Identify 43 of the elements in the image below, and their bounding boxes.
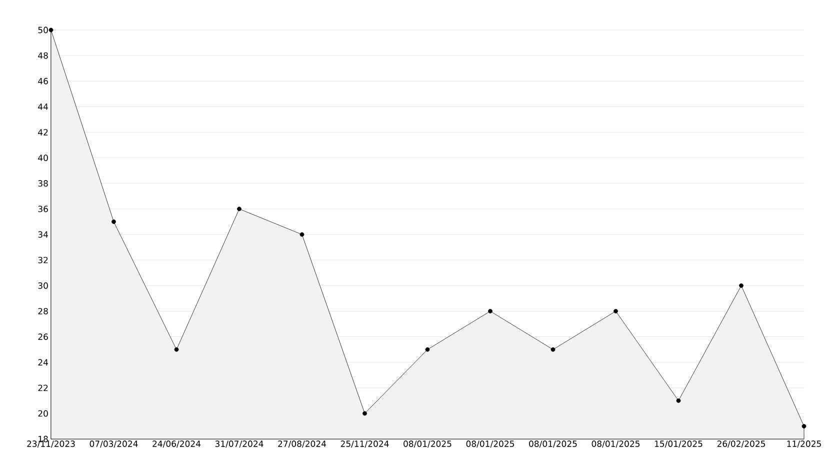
y-tick-label: 50 [38,26,48,34]
y-tick-label: 42 [38,129,48,136]
point [676,398,681,403]
x-tick-label: 08/01/2025 [404,440,452,448]
x-tick-label: 23/11/2023 [27,440,75,448]
x-tick-label: 08/01/2025 [592,440,640,448]
y-tick-label: 44 [38,104,48,110]
point [425,347,430,352]
point [802,424,806,428]
point [488,308,492,314]
y-tick-label: 40 [38,154,48,162]
x-tick-label: 11/2025 [787,440,821,448]
y-tick-label: 32 [38,256,48,264]
point [739,283,744,288]
y-tick-label: 36 [38,206,48,212]
x-tick-label: 07/03/2024 [90,440,138,448]
point [112,220,116,224]
point [237,206,242,212]
point [48,28,54,32]
y-tick-label: 24 [38,359,48,366]
point [300,232,304,237]
x-tick-label: 31/07/2024 [215,440,264,448]
x-tick-label: 08/01/2025 [466,440,514,448]
point [174,347,179,352]
x-tick-label: 25/11/2024 [340,440,389,448]
x-tick-label: 27/08/2024 [278,440,326,448]
y-tick-label: 46 [38,78,48,84]
y-tick-label: 26 [38,334,48,340]
y-tick-label: 28 [38,308,48,314]
x-tick-label: 15/01/2025 [654,440,702,448]
y-tick-label: 38 [38,180,48,187]
y-tick-label: 34 [38,231,48,238]
y-tick-label: 22 [38,384,48,392]
x-tick-label: 08/01/2025 [529,440,577,448]
y-tick-label: 18 [38,436,48,442]
point [362,411,367,416]
x-tick-label: 24/06/2024 [152,440,201,448]
y-tick-label: 20 [38,410,48,417]
x-tick-label: 26/02/2025 [717,440,765,448]
y-tick-label: 30 [38,282,48,289]
point [550,347,556,352]
point [614,308,618,314]
y-tick-label: 48 [38,52,48,59]
